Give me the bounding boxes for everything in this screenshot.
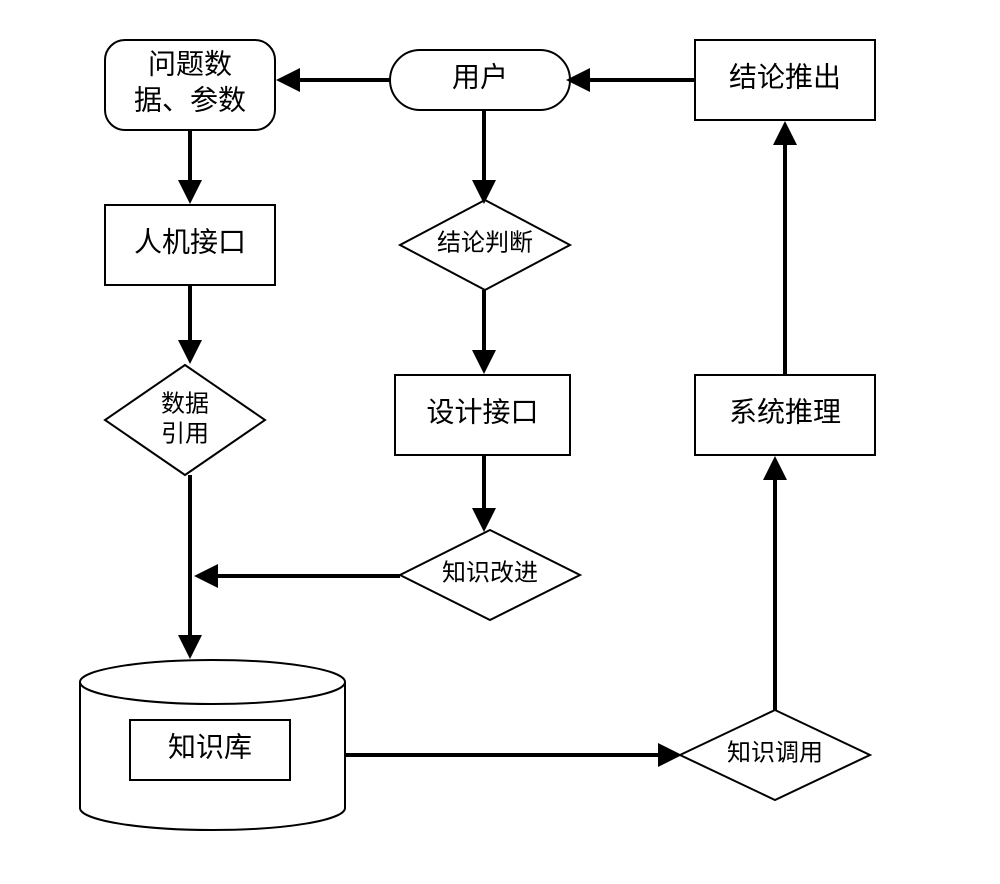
- svg-text:结论判断: 结论判断: [437, 230, 533, 257]
- svg-text:知识改进: 知识改进: [442, 560, 538, 587]
- node-problem_data: 问题数据、参数: [105, 40, 275, 130]
- svg-text:据、参数: 据、参数: [134, 84, 246, 116]
- svg-text:数据: 数据: [161, 391, 209, 418]
- node-know_improve: 知识改进: [400, 530, 580, 620]
- svg-text:系统推理: 系统推理: [729, 396, 841, 428]
- svg-text:用户: 用户: [452, 61, 508, 93]
- node-hmi: 人机接口: [105, 205, 275, 285]
- node-user: 用户: [390, 50, 570, 110]
- node-judge: 结论判断: [400, 200, 570, 290]
- svg-text:人机接口: 人机接口: [134, 226, 246, 258]
- node-design_if: 设计接口: [395, 375, 570, 455]
- svg-text:结论推出: 结论推出: [729, 61, 841, 93]
- svg-text:知识库: 知识库: [168, 731, 252, 763]
- node-know_call: 知识调用: [680, 710, 870, 800]
- svg-text:设计接口: 设计接口: [426, 396, 538, 428]
- svg-text:问题数: 问题数: [148, 48, 232, 80]
- node-conclusion_out: 结论推出: [695, 40, 875, 120]
- svg-text:知识调用: 知识调用: [727, 740, 823, 767]
- svg-text:引用: 引用: [161, 421, 209, 448]
- node-sys_reason: 系统推理: [695, 375, 875, 455]
- node-kb_label: 知识库: [130, 720, 290, 780]
- node-data_ref: 数据引用: [105, 365, 265, 475]
